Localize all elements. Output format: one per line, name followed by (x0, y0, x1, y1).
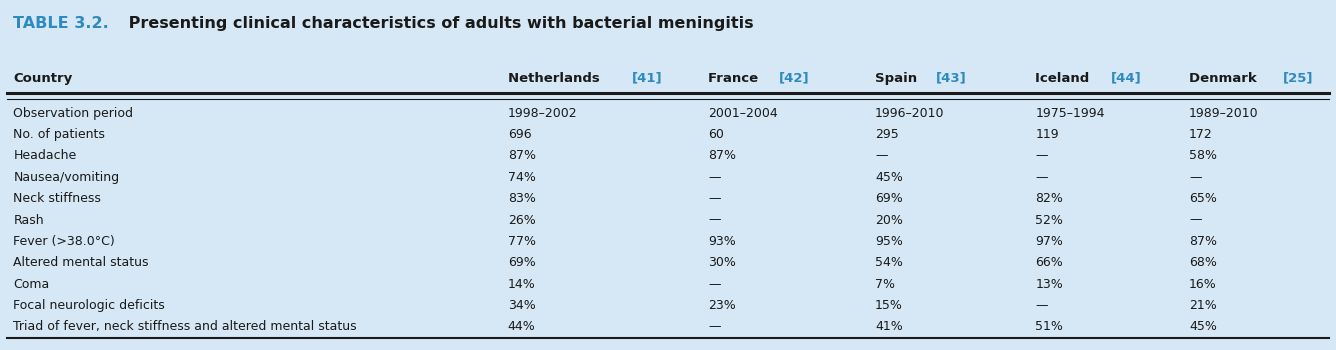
Text: 83%: 83% (508, 192, 536, 205)
Text: —: — (1035, 299, 1047, 312)
Text: Observation period: Observation period (13, 107, 134, 120)
Text: —: — (1035, 149, 1047, 162)
Text: 69%: 69% (508, 256, 536, 269)
Text: 26%: 26% (508, 214, 536, 226)
Text: Spain: Spain (875, 72, 922, 85)
Text: [43]: [43] (935, 72, 966, 85)
Text: 52%: 52% (1035, 214, 1063, 226)
Text: Presenting clinical characteristics of adults with bacterial meningitis: Presenting clinical characteristics of a… (123, 16, 754, 31)
Text: 1975–1994: 1975–1994 (1035, 107, 1105, 120)
Text: —: — (1189, 214, 1201, 226)
Text: 68%: 68% (1189, 256, 1217, 269)
Text: 295: 295 (875, 128, 899, 141)
Text: —: — (708, 171, 720, 184)
Text: —: — (1035, 171, 1047, 184)
Text: Denmark: Denmark (1189, 72, 1261, 85)
Text: 172: 172 (1189, 128, 1213, 141)
Text: 119: 119 (1035, 128, 1059, 141)
Text: 87%: 87% (1189, 235, 1217, 248)
Text: 41%: 41% (875, 320, 903, 333)
Text: Headache: Headache (13, 149, 76, 162)
Text: 16%: 16% (1189, 278, 1217, 290)
Text: No. of patients: No. of patients (13, 128, 106, 141)
Text: Nausea/vomiting: Nausea/vomiting (13, 171, 119, 184)
Text: 77%: 77% (508, 235, 536, 248)
Text: 65%: 65% (1189, 192, 1217, 205)
Text: [44]: [44] (1112, 72, 1142, 85)
Text: 1996–2010: 1996–2010 (875, 107, 945, 120)
Text: 14%: 14% (508, 278, 536, 290)
Text: 54%: 54% (875, 256, 903, 269)
Text: 15%: 15% (875, 299, 903, 312)
Text: 2001–2004: 2001–2004 (708, 107, 778, 120)
Text: 30%: 30% (708, 256, 736, 269)
Text: [41]: [41] (632, 72, 663, 85)
Text: Netherlands: Netherlands (508, 72, 604, 85)
Text: 44%: 44% (508, 320, 536, 333)
Text: Altered mental status: Altered mental status (13, 256, 148, 269)
Text: —: — (875, 149, 887, 162)
Text: 7%: 7% (875, 278, 895, 290)
Text: Denmark: Denmark (1189, 72, 1261, 85)
Text: 93%: 93% (708, 235, 736, 248)
Text: 34%: 34% (508, 299, 536, 312)
Text: France: France (708, 72, 763, 85)
Text: [25]: [25] (1283, 72, 1313, 85)
Text: —: — (1189, 171, 1201, 184)
Text: [42]: [42] (779, 72, 810, 85)
Text: Rash: Rash (13, 214, 44, 226)
Text: 66%: 66% (1035, 256, 1063, 269)
Text: 696: 696 (508, 128, 532, 141)
Text: —: — (708, 320, 720, 333)
Text: 60: 60 (708, 128, 724, 141)
Text: 1989–2010: 1989–2010 (1189, 107, 1259, 120)
Text: 87%: 87% (508, 149, 536, 162)
Text: 45%: 45% (875, 171, 903, 184)
Text: TABLE 3.2.: TABLE 3.2. (13, 16, 110, 31)
Text: France: France (708, 72, 763, 85)
Text: —: — (708, 192, 720, 205)
Text: 97%: 97% (1035, 235, 1063, 248)
Text: Netherlands: Netherlands (508, 72, 604, 85)
Text: 82%: 82% (1035, 192, 1063, 205)
Text: 58%: 58% (1189, 149, 1217, 162)
Text: Iceland: Iceland (1035, 72, 1094, 85)
Text: Spain: Spain (875, 72, 922, 85)
Text: 21%: 21% (1189, 299, 1217, 312)
Text: 51%: 51% (1035, 320, 1063, 333)
Text: Iceland: Iceland (1035, 72, 1094, 85)
Text: 45%: 45% (1189, 320, 1217, 333)
Text: 23%: 23% (708, 299, 736, 312)
Text: 95%: 95% (875, 235, 903, 248)
Text: Focal neurologic deficits: Focal neurologic deficits (13, 299, 166, 312)
Text: 74%: 74% (508, 171, 536, 184)
Text: 87%: 87% (708, 149, 736, 162)
Text: —: — (708, 278, 720, 290)
Text: 69%: 69% (875, 192, 903, 205)
Text: Fever (>38.0°C): Fever (>38.0°C) (13, 235, 115, 248)
Text: 1998–2002: 1998–2002 (508, 107, 577, 120)
Text: Country: Country (13, 72, 72, 85)
Text: 20%: 20% (875, 214, 903, 226)
Text: 13%: 13% (1035, 278, 1063, 290)
Text: Coma: Coma (13, 278, 49, 290)
Text: Neck stiffness: Neck stiffness (13, 192, 102, 205)
Text: Triad of fever, neck stiffness and altered mental status: Triad of fever, neck stiffness and alter… (13, 320, 357, 333)
Text: —: — (708, 214, 720, 226)
